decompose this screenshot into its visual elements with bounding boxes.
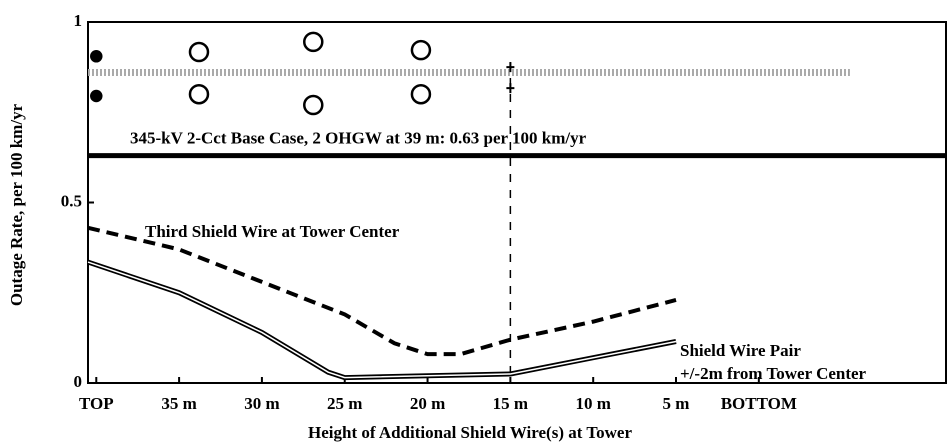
x-tick-label: 10 m — [575, 394, 610, 413]
annotation: Shield Wire Pair — [680, 341, 801, 360]
x-tick-label: TOP — [79, 394, 114, 413]
x-tick-label: 30 m — [244, 394, 279, 413]
x-tick-label: BOTTOM — [721, 394, 797, 413]
plus-marker — [506, 83, 515, 94]
x-tick-label: 20 m — [410, 394, 445, 413]
y-tick-label: 1 — [74, 11, 83, 30]
annotation: 345-kV 2-Cct Base Case, 2 OHGW at 39 m: … — [130, 128, 587, 147]
point-marker — [410, 83, 432, 105]
series-line — [87, 225, 677, 357]
annotation: +/-2m from Tower Center — [680, 364, 867, 383]
plot-frame — [87, 21, 947, 384]
plus-marker — [506, 62, 515, 73]
series-line — [87, 259, 677, 381]
x-axis-label: Height of Additional Shield Wire(s) at T… — [308, 423, 632, 442]
x-tick-label: 35 m — [161, 394, 196, 413]
series-line — [87, 261, 677, 379]
annotation: Third Shield Wire at Tower Center — [145, 222, 400, 241]
point-marker — [410, 39, 432, 61]
point-marker — [188, 41, 210, 63]
x-tick-label: 25 m — [327, 394, 362, 413]
y-axis-label: Outage Rate, per 100 km/yr — [7, 103, 26, 306]
point-marker — [90, 89, 103, 103]
point-marker — [303, 31, 324, 53]
x-tick-label: 5 m — [663, 394, 690, 413]
point-marker — [303, 94, 324, 116]
point-marker — [90, 50, 103, 63]
y-tick-label: 0.5 — [61, 191, 82, 210]
point-marker — [188, 83, 210, 105]
x-tick-label: 15 m — [493, 394, 528, 413]
y-tick-label: 0 — [74, 372, 83, 391]
